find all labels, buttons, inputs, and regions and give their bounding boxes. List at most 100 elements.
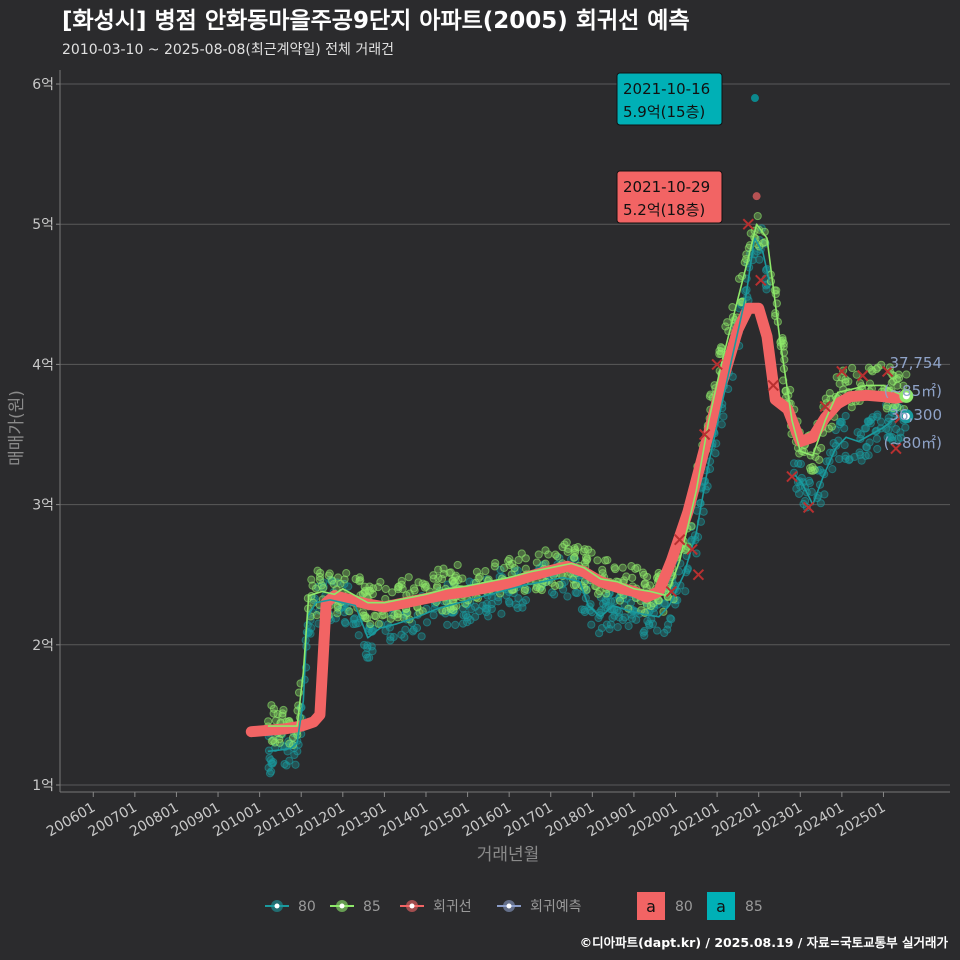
trade-point	[601, 603, 610, 612]
trade-point	[293, 706, 302, 715]
trade-point	[268, 759, 277, 768]
trade-point	[723, 318, 732, 327]
trade-point	[319, 584, 328, 593]
legend-item-reg: 회귀선	[400, 899, 472, 915]
legend-dot-core	[339, 903, 345, 909]
trade-point	[365, 653, 374, 662]
trade-point	[400, 633, 409, 642]
trade-point	[840, 440, 849, 450]
trade-point	[762, 285, 771, 294]
trade-point	[386, 636, 395, 645]
trade-point	[755, 255, 764, 264]
legend-dot-core	[506, 903, 512, 909]
trade-point	[721, 322, 730, 331]
trade-point	[514, 594, 523, 603]
label-legend-text: 80	[675, 899, 693, 915]
trade-point	[505, 554, 514, 564]
trade-point	[355, 577, 364, 586]
trade-point	[563, 592, 572, 601]
cross-stroke	[802, 501, 815, 514]
regression-band	[245, 302, 910, 738]
trade-point	[345, 607, 354, 616]
chart-title: [화성시] 병점 안화동마을주공9단지 아파트(2005) 회귀선 예측	[62, 8, 690, 34]
trade-point	[417, 632, 426, 641]
trade-point	[864, 363, 874, 372]
cross-stroke	[692, 568, 705, 581]
trade-point	[354, 631, 363, 640]
trade-point	[860, 424, 869, 433]
cross-mark	[819, 400, 831, 413]
trade-point	[505, 560, 514, 570]
end-area-label: (~85㎡)	[884, 382, 942, 400]
trade-point	[344, 582, 353, 591]
grid	[60, 83, 950, 786]
legend-label: 80	[298, 899, 316, 915]
trade-point	[820, 490, 829, 499]
cross-mark	[786, 470, 798, 483]
trade-point	[446, 568, 455, 577]
cross-mark	[802, 501, 815, 514]
max-price-annotations: 2021-10-16 5.9억(15층) 2021-10-29 5.2억(18층)	[616, 72, 761, 224]
y-tick-label: 4억	[32, 357, 54, 373]
cross-stroke	[786, 470, 798, 483]
trade-point	[381, 584, 390, 594]
label-legend-letter: a	[646, 897, 656, 916]
trade-point	[340, 575, 349, 584]
trade-point	[437, 574, 447, 584]
trade-point	[487, 599, 496, 609]
trade-point	[901, 423, 910, 432]
cross-stroke	[665, 585, 678, 598]
trade-point	[453, 560, 462, 570]
label-legend-item: a 85	[707, 892, 763, 920]
chart-subtitle: 2010-03-10 ~ 2025-08-08(최근계약일) 전체 거래건	[62, 42, 394, 58]
trade-point	[290, 750, 299, 760]
annotation-point	[750, 94, 759, 103]
trade-point	[491, 558, 500, 568]
trade-point	[885, 363, 895, 372]
y-axis-title: 매매가(원)	[7, 390, 27, 466]
trade-point	[717, 420, 726, 429]
trade-point	[471, 602, 480, 611]
trade-point	[872, 434, 881, 443]
trade-point	[827, 422, 837, 431]
trade-point	[458, 619, 468, 628]
trade-point	[451, 620, 460, 630]
annotation-date: 2021-10-16	[623, 80, 710, 98]
trade-point	[412, 623, 422, 633]
series-line-80	[267, 237, 770, 753]
trade-point	[532, 558, 541, 567]
trade-point	[285, 756, 294, 765]
cross-mark	[890, 442, 902, 455]
trade-point	[269, 736, 278, 745]
legend-label: 85	[363, 899, 381, 915]
y-tick-label: 3억	[32, 498, 54, 514]
end-point-markers: 37,754 (~85㎡) 36,300 (~80㎡)	[884, 354, 942, 452]
trade-point	[518, 603, 527, 612]
trade-point	[893, 381, 902, 390]
trade-point	[831, 441, 841, 450]
x-axis-title: 거래년월	[477, 845, 540, 865]
trade-point	[497, 609, 506, 618]
trade-point	[422, 618, 432, 627]
trade-point	[856, 450, 865, 460]
trade-point	[360, 640, 369, 650]
y-tick-label: 6억	[32, 77, 54, 93]
trade-point	[404, 573, 413, 582]
cross-mark	[665, 585, 678, 598]
trade-point	[288, 733, 298, 742]
trade-point	[429, 574, 438, 583]
trade-point	[450, 578, 459, 587]
trade-point	[806, 463, 815, 473]
trade-point	[771, 309, 780, 318]
cross-stroke	[698, 428, 711, 441]
trade-point	[531, 585, 541, 594]
legend-label: 회귀예측	[530, 899, 582, 915]
trade-point	[482, 607, 491, 617]
trade-point	[365, 582, 374, 591]
trade-point	[789, 459, 799, 468]
trade-point	[360, 588, 369, 597]
end-value-label: 37,754	[890, 354, 943, 372]
annotation-box	[616, 72, 723, 126]
label-legend-letter: a	[716, 897, 726, 916]
